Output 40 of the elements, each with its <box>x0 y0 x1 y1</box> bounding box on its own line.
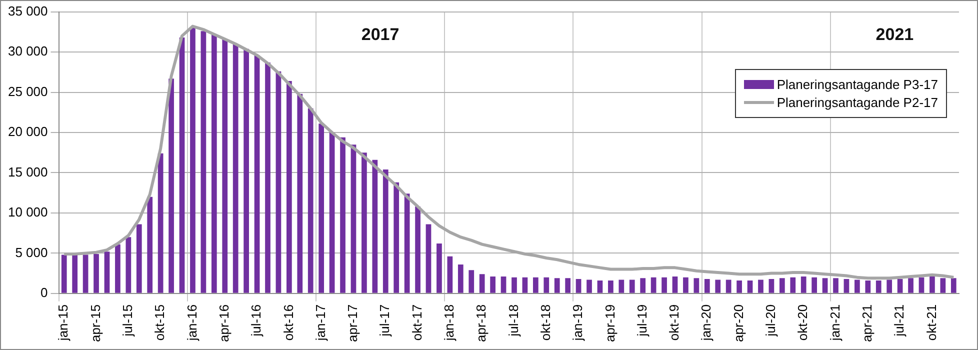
x-tick-label: apr-15 <box>88 304 103 342</box>
x-tick-label: jul-20 <box>763 304 778 338</box>
y-tick-label: 25 000 <box>8 84 48 99</box>
annotation: 2017 <box>361 24 400 44</box>
y-tick-label: 10 000 <box>8 204 48 220</box>
x-tick-label: jul-18 <box>506 304 521 338</box>
y-tick-label: 0 <box>40 285 48 300</box>
y-tick-label: 35 000 <box>8 3 48 18</box>
y-tick-label: 15 000 <box>8 164 48 180</box>
y-tick-label: 30 000 <box>8 44 48 59</box>
x-tick-label: jul-17 <box>377 304 392 338</box>
x-tick-label: jul-21 <box>892 304 907 338</box>
x-tick-label: okt-15 <box>152 304 168 341</box>
x-tick-label: jul-19 <box>634 304 650 338</box>
x-tick-label: jan-17 <box>312 304 328 342</box>
y-tick-label: 5 000 <box>15 244 48 260</box>
x-tick-label: jul-15 <box>120 304 135 338</box>
x-tick-label: apr-21 <box>859 304 874 342</box>
legend-label: Planeringsantagande P2-17 <box>776 95 938 110</box>
x-tick-label: jan-16 <box>184 304 200 342</box>
x-tick-label: jan-19 <box>570 304 586 342</box>
x-tick-label: jul-16 <box>248 304 264 338</box>
x-tick-label: apr-20 <box>730 304 746 342</box>
x-tick-label: okt-19 <box>666 304 682 341</box>
x-tick-label: jan-21 <box>827 304 842 342</box>
y-tick-label: 20 000 <box>8 124 48 140</box>
x-tick-label: okt-20 <box>795 304 810 341</box>
x-tick-label: jan-18 <box>442 304 457 342</box>
x-tick-label: apr-16 <box>216 304 232 342</box>
x-tick-label: apr-19 <box>602 304 618 342</box>
legend-label: Planeringsantagande P3-17 <box>776 77 938 92</box>
x-tick-label: okt-17 <box>409 304 424 341</box>
x-tick-label: jan-15 <box>56 304 71 342</box>
x-tick-label: apr-18 <box>474 304 489 342</box>
x-tick-label: okt-18 <box>538 304 553 341</box>
x-tick-label: apr-17 <box>345 304 360 342</box>
x-tick-label: okt-16 <box>280 304 296 341</box>
annotation: 2021 <box>876 24 914 44</box>
x-tick-label: okt-21 <box>924 304 939 341</box>
x-tick-label: jan-20 <box>698 304 714 342</box>
